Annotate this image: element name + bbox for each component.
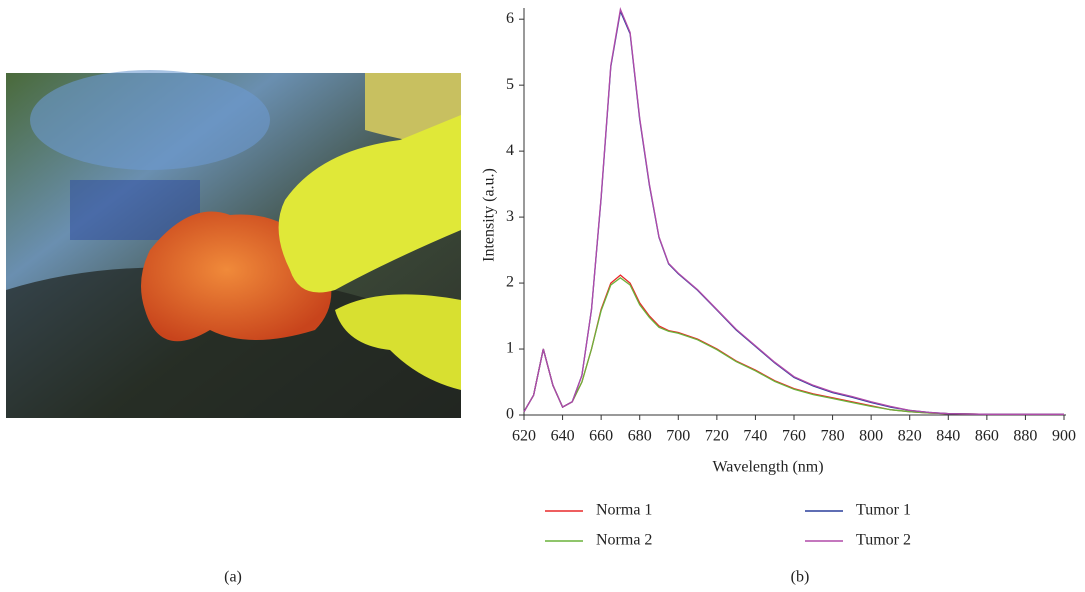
y-tick-label: 5 [506, 76, 514, 93]
series-line [523, 274, 1064, 415]
y-tick-label: 6 [506, 10, 514, 27]
x-axis-label: Wavelength (nm) [712, 459, 823, 476]
x-tick-label: 760 [782, 428, 806, 445]
legend-label: Tumor 2 [856, 532, 911, 549]
y-axis-label: Intensity (a.u.) [481, 168, 498, 262]
series-line [523, 276, 1064, 415]
y-tick-label: 4 [506, 142, 514, 159]
x-tick-label: 700 [666, 428, 690, 445]
x-tick-label: 780 [821, 428, 845, 445]
series-line [523, 6, 1064, 415]
y-tick-label: 2 [506, 274, 514, 291]
legend-label: Tumor 1 [856, 502, 911, 519]
x-tick-label: 680 [628, 428, 652, 445]
x-tick-label: 900 [1052, 428, 1076, 445]
panel-label: (b) [791, 569, 810, 586]
legend-label: Norma 1 [596, 502, 652, 519]
x-tick-label: 800 [859, 428, 883, 445]
y-tick-label: 3 [506, 208, 514, 225]
x-tick-label: 640 [551, 428, 575, 445]
x-tick-label: 840 [936, 428, 960, 445]
x-tick-label: 880 [1013, 428, 1037, 445]
legend-label: Norma 2 [596, 532, 652, 549]
series-line [523, 9, 1064, 415]
photo [6, 70, 461, 418]
x-tick-label: 740 [743, 428, 767, 445]
x-tick-label: 720 [705, 428, 729, 445]
x-tick-label: 660 [589, 428, 613, 445]
x-tick-label: 860 [975, 428, 999, 445]
panel-label: (a) [224, 569, 242, 586]
y-tick-label: 0 [506, 406, 514, 423]
y-tick-label: 1 [506, 340, 514, 357]
x-tick-label: 820 [898, 428, 922, 445]
x-tick-label: 620 [512, 428, 536, 445]
